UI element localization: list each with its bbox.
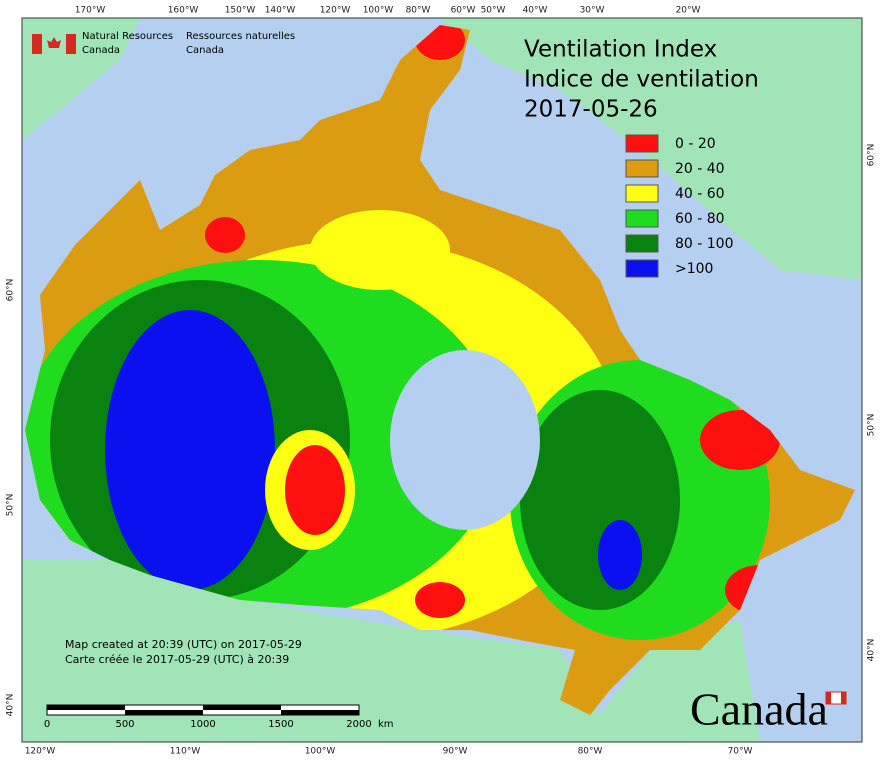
graticule-label: 170°W <box>75 6 106 16</box>
wordmark-flag <box>826 692 831 704</box>
scale-bar <box>46 704 360 716</box>
field-0-20 <box>205 217 245 253</box>
graticule-label: 90°W <box>443 747 468 757</box>
agency-fr: Ressources naturelles <box>186 31 295 42</box>
title: Indice de ventilation <box>524 67 759 93</box>
legend-swatch <box>625 184 659 203</box>
credit: Map created at 20:39 (UTC) on 2017-05-29 <box>65 638 302 651</box>
scale-label: 2000 <box>346 719 371 730</box>
graticule-label: 50°W <box>481 6 506 16</box>
legend-swatch <box>625 209 659 228</box>
graticule-label: 20°W <box>676 6 701 16</box>
wordmark-flag <box>841 692 846 704</box>
graticule-label: 160°W <box>168 6 199 16</box>
scale-label: 500 <box>115 719 134 730</box>
credit: Carte créée le 2017-05-29 (UTC) à 20:39 <box>65 653 289 666</box>
agency-en: Natural Resources <box>82 31 173 42</box>
scale-seg <box>125 710 203 715</box>
scale-label: 1000 <box>190 719 215 730</box>
scale-seg <box>203 705 281 710</box>
title: Ventilation Index <box>524 37 717 63</box>
graticule-label: 60°N <box>6 279 16 302</box>
legend-label: 60 - 80 <box>675 211 725 227</box>
legend-swatch <box>625 134 659 153</box>
scale-seg <box>281 710 359 715</box>
maple-leaf <box>47 37 61 48</box>
graticule-label: 50°N <box>6 494 16 517</box>
graticule-label: 40°W <box>523 6 548 16</box>
wordmark-text: Canada <box>690 684 828 735</box>
graticule-label: 150°W <box>225 6 256 16</box>
hudson-bay <box>390 350 540 530</box>
graticule-label: 50°N <box>867 414 877 437</box>
title: 2017-05-26 <box>524 97 658 123</box>
legend-label: 0 - 20 <box>675 136 716 152</box>
field-100 <box>105 310 275 590</box>
graticule-label: 80°W <box>406 6 431 16</box>
legend-swatch <box>625 159 659 178</box>
field-40-60 <box>310 210 450 290</box>
field-100 <box>598 520 642 590</box>
graticule-label: 80°W <box>578 747 603 757</box>
field-0-20 <box>285 445 345 535</box>
graticule-label: 60°N <box>867 144 877 167</box>
flag-bar <box>66 34 76 54</box>
field-0-20 <box>700 410 780 470</box>
graticule-label: 30°W <box>580 6 605 16</box>
scale-label: 0 <box>44 719 50 730</box>
graticule-label: 140°W <box>265 6 296 16</box>
legend-swatch <box>625 234 659 253</box>
graticule-label: 60°W <box>451 6 476 16</box>
frame <box>21 17 863 743</box>
graticule-label: 120°W <box>320 6 351 16</box>
graticule-label: 120°W <box>25 747 56 757</box>
legend-label: 80 - 100 <box>675 236 734 252</box>
legend-label: 20 - 40 <box>675 161 725 177</box>
graticule-label: 40°N <box>6 694 16 717</box>
agency-logo: Natural Resources Canada Ressources natu… <box>32 31 295 56</box>
scale-label: 1500 <box>268 719 293 730</box>
graticule-label: 40°N <box>867 639 877 662</box>
graticule-label: 100°W <box>305 747 336 757</box>
wordmark: Canada <box>690 684 847 735</box>
legend-label: >100 <box>675 261 713 277</box>
legend-swatch <box>625 259 659 278</box>
field-80-100 <box>520 390 680 610</box>
agency-fr: Canada <box>186 45 224 56</box>
graticule-label: 70°W <box>728 747 753 757</box>
russia <box>22 18 140 140</box>
graticule-label: 110°W <box>170 747 201 757</box>
flag-bar <box>32 34 42 54</box>
scale-seg <box>47 705 125 710</box>
agency-en: Canada <box>82 45 120 56</box>
legend-label: 40 - 60 <box>675 186 725 202</box>
scale-unit: km <box>378 719 394 730</box>
field-0-20 <box>415 582 465 618</box>
graticule-label: 100°W <box>363 6 394 16</box>
